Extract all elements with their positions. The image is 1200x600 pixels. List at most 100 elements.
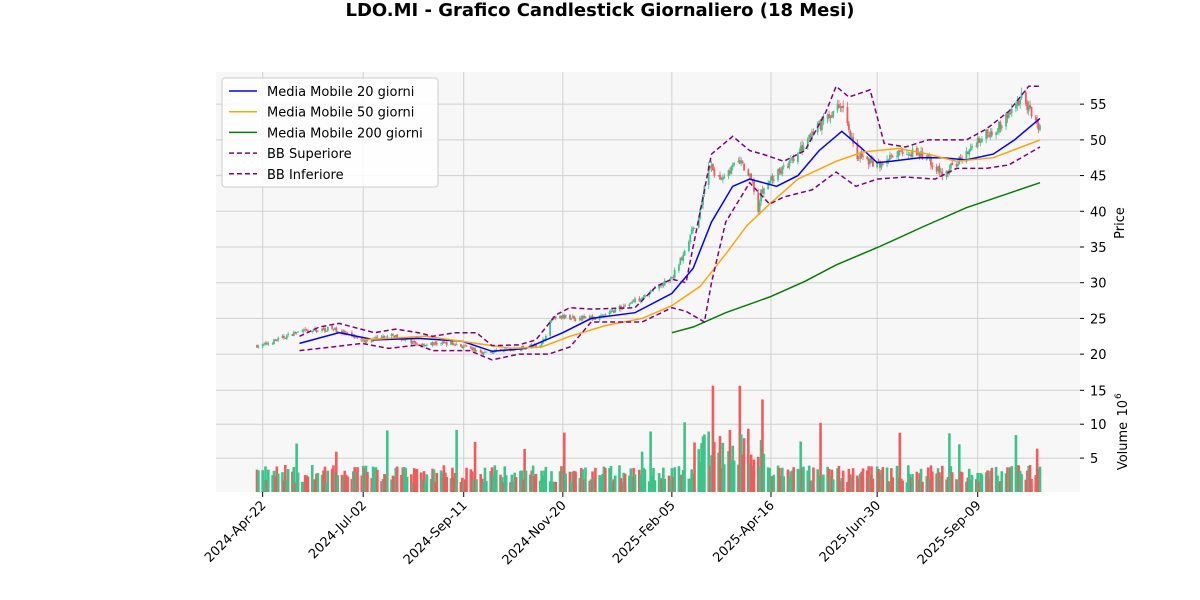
candle-body [611, 310, 614, 312]
candle-body [910, 154, 913, 157]
volume-bar [756, 456, 760, 492]
candle-body [989, 131, 992, 137]
volume-bar [650, 475, 654, 492]
volume-bar [611, 481, 614, 492]
volume-bar [366, 471, 369, 492]
volume-bar [493, 465, 497, 492]
candle-body [1029, 105, 1031, 108]
volume-bar [806, 470, 810, 492]
candle-body [594, 318, 597, 320]
volume-bar [965, 481, 968, 492]
candle-body [311, 331, 314, 332]
candle-body [857, 157, 860, 159]
candle-body [631, 301, 634, 303]
volume-bar [509, 482, 512, 492]
candle-body [1016, 100, 1019, 106]
volume-bar [441, 473, 444, 492]
volume-bar [520, 470, 524, 492]
candle-body [659, 285, 662, 287]
candle-body [355, 337, 358, 339]
candle-body [951, 163, 954, 166]
candle-body [469, 346, 472, 348]
candle-body [543, 338, 546, 340]
candle-body [729, 171, 731, 173]
candle-body [768, 181, 771, 184]
candle-body [693, 227, 696, 229]
volume-bar [890, 468, 893, 492]
volume-bar [320, 474, 324, 492]
candle-body [341, 330, 343, 334]
volume-bar [792, 467, 795, 492]
volume-bar [647, 481, 651, 492]
volume-bar [356, 467, 359, 492]
volume-bar [568, 471, 572, 492]
candle-body [658, 286, 661, 289]
volume-bar [974, 479, 978, 492]
volume-bar [659, 477, 662, 492]
volume-bar [540, 470, 543, 492]
volume-bar [533, 476, 536, 492]
volume-bar [421, 479, 424, 492]
candle-body [753, 181, 755, 192]
volume-bar [846, 481, 849, 492]
candle-body [629, 302, 632, 304]
volume-bar [959, 471, 963, 492]
volume-bar [938, 472, 941, 492]
candle-body [593, 318, 595, 320]
candle-body [771, 176, 774, 181]
volume-bar [455, 429, 458, 492]
candle-body [461, 346, 464, 349]
candle-body [435, 342, 438, 345]
volume-bar [967, 468, 971, 492]
candle-body [971, 146, 973, 148]
candle-body [634, 298, 636, 302]
volume-bar [870, 466, 873, 492]
volume-bar [425, 474, 429, 492]
candle-body [767, 183, 770, 189]
volume-bar [342, 476, 345, 492]
volume-bar [598, 475, 601, 492]
candle-body [465, 345, 468, 347]
candle-body [307, 330, 309, 332]
volume-bar [292, 466, 296, 492]
volume-bar [316, 472, 320, 492]
volume-bar [534, 473, 538, 492]
volume-bar [718, 436, 722, 492]
volume-bar [282, 480, 286, 492]
volume-bar [599, 476, 603, 492]
candle-body [441, 341, 444, 344]
candle-body [414, 341, 417, 344]
candle-body [669, 278, 672, 281]
volume-bar [693, 442, 696, 492]
candle-body [475, 350, 478, 352]
volume-bar [301, 481, 304, 492]
candle-body [867, 158, 870, 165]
candle-body [336, 331, 339, 333]
indicator-line [360, 139, 1041, 350]
legend-label: Media Mobile 20 giorni [267, 85, 414, 100]
candle-body [859, 152, 862, 159]
volume-bar [336, 475, 340, 492]
candle-body [731, 164, 734, 168]
candle-body [979, 141, 982, 143]
volume-bar [461, 477, 464, 492]
volume-bar [829, 475, 832, 492]
candle-body [346, 332, 349, 334]
candle-body [445, 341, 448, 345]
x-tick-label: 2024-Jul-02 [306, 498, 370, 562]
volume-bar [404, 468, 407, 492]
candle-body [850, 136, 853, 138]
indicator-line [299, 146, 1041, 361]
volume-bar [1028, 465, 1032, 492]
candle-body [535, 344, 537, 348]
volume-bar [502, 482, 505, 492]
candle-body [632, 301, 635, 303]
volume-bar [451, 467, 454, 492]
candle-body [829, 115, 832, 119]
volume-bar [936, 468, 940, 492]
volume-bar [462, 482, 466, 492]
volume-bar [858, 473, 862, 492]
volume-bar [742, 438, 746, 492]
volume-bar [839, 481, 842, 492]
candle-body [809, 135, 812, 138]
